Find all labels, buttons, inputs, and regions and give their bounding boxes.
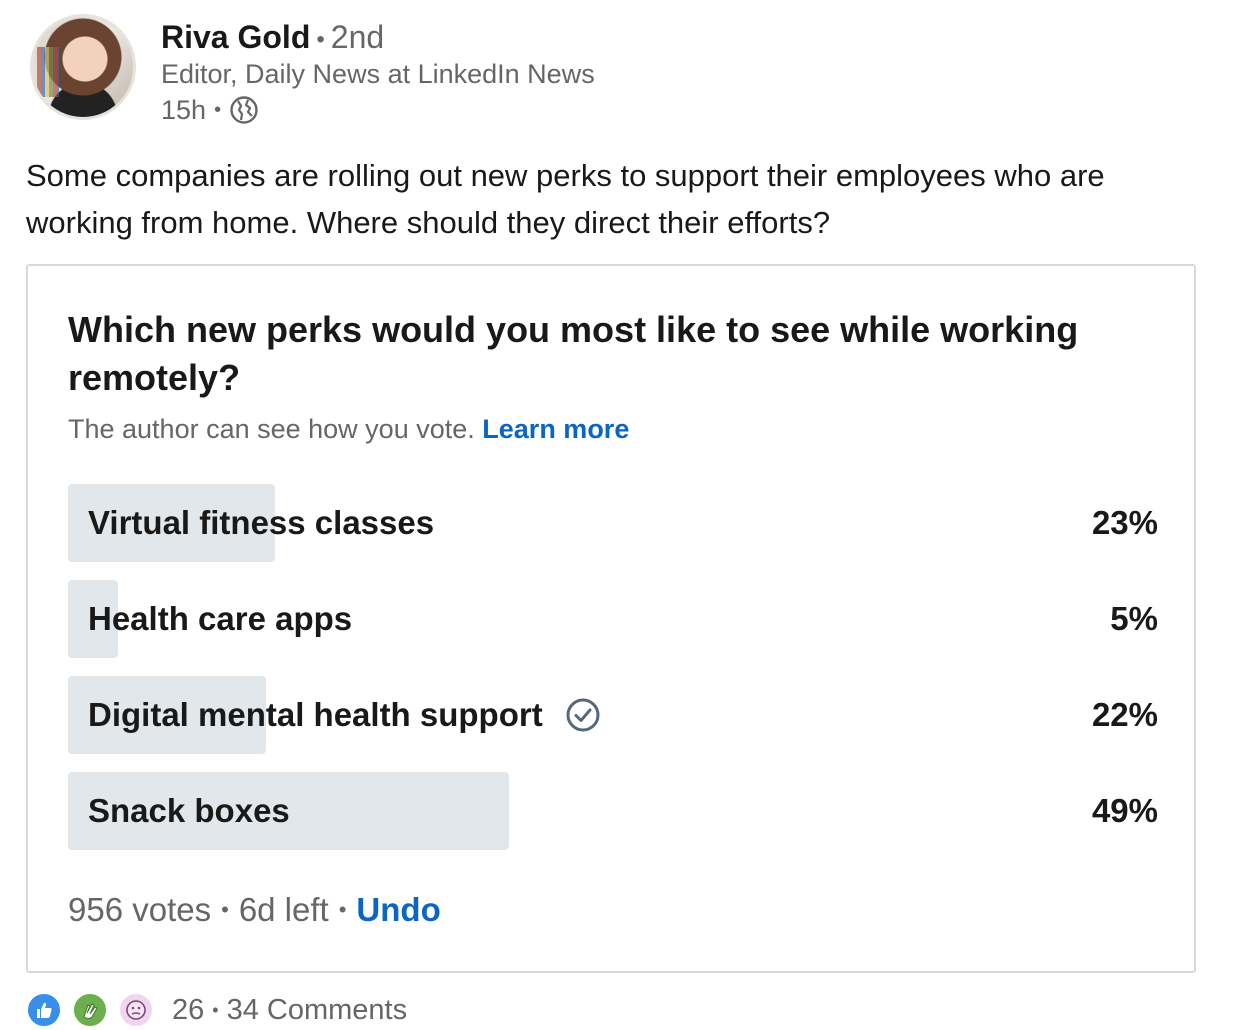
author-headline: Editor, Daily News at LinkedIn News bbox=[161, 59, 595, 89]
like-icon[interactable] bbox=[26, 992, 62, 1028]
author-name[interactable]: Riva Gold bbox=[161, 19, 311, 55]
poll-option-percent: 22% bbox=[1091, 696, 1158, 733]
celebrate-icon[interactable] bbox=[72, 992, 108, 1028]
post-time: 15h bbox=[161, 95, 207, 125]
learn-more-link[interactable]: Learn more bbox=[482, 414, 630, 444]
comments-link[interactable]: 34 Comments bbox=[226, 993, 408, 1026]
poll-option-label: Digital mental health support bbox=[88, 676, 601, 754]
poll-option[interactable]: Virtual fitness classes 23% bbox=[68, 484, 1158, 562]
post-header: Riva Gold • 2nd Editor, Daily News at Link… bbox=[30, 14, 1130, 126]
poll-option-percent: 23% bbox=[1091, 504, 1158, 541]
poll-option-bar bbox=[68, 484, 275, 562]
poll-footer: 956 votes • 6d left • Undo bbox=[68, 888, 441, 932]
thumbs-up-icon bbox=[37, 1002, 52, 1018]
social-counts: 26 • 34 Comments bbox=[26, 990, 407, 1030]
poll-option-bar bbox=[68, 676, 266, 754]
poll-option-label: Snack boxes bbox=[88, 772, 290, 850]
poll-option-percent: 5% bbox=[1110, 600, 1158, 637]
undo-button[interactable]: Undo bbox=[356, 891, 441, 928]
thinking-face-icon bbox=[126, 1000, 146, 1020]
globe-icon bbox=[230, 96, 258, 124]
poll-option-label: Health care apps bbox=[88, 580, 352, 658]
vote-count: 956 votes bbox=[68, 891, 212, 928]
option-label-text: Digital mental health support bbox=[88, 696, 543, 733]
check-circle-icon bbox=[566, 698, 600, 732]
option-label-text: Snack boxes bbox=[88, 792, 290, 829]
poll-note-text: The author can see how you vote. bbox=[68, 414, 475, 444]
post-text: Some companies are rolling out new perks… bbox=[26, 158, 1105, 240]
reaction-count[interactable]: 26 bbox=[172, 993, 205, 1026]
separator-dot: • bbox=[338, 897, 347, 922]
avatar[interactable] bbox=[30, 14, 136, 120]
curious-icon[interactable] bbox=[118, 992, 154, 1028]
reaction-summary: 26 • 34 Comments bbox=[172, 994, 407, 1027]
poll-option[interactable]: Snack boxes 49% bbox=[68, 772, 1158, 850]
poll-option-selected[interactable]: Digital mental health support 22% bbox=[68, 676, 1158, 754]
connection-degree: 2nd bbox=[330, 19, 385, 55]
separator-dot: • bbox=[212, 999, 219, 1020]
poll-option-percent: 49% bbox=[1091, 792, 1158, 829]
post-meta: 15h • bbox=[161, 94, 259, 126]
poll-option-bar bbox=[68, 772, 509, 850]
author-name-row: Riva Gold • 2nd bbox=[161, 18, 384, 59]
poll-note: The author can see how you vote. Learn m… bbox=[68, 412, 629, 446]
poll-options: Virtual fitness classes 23% Health care … bbox=[68, 484, 1158, 868]
poll-option[interactable]: Health care apps 5% bbox=[68, 580, 1158, 658]
option-label-text: Health care apps bbox=[88, 600, 353, 637]
poll-option-bar bbox=[68, 580, 118, 658]
time-left: 6d left bbox=[238, 891, 329, 928]
avatar-background bbox=[37, 47, 59, 97]
poll-question: Which new perks would you most like to s… bbox=[68, 309, 1079, 398]
poll-card: Which new perks would you most like to s… bbox=[26, 264, 1196, 973]
separator-dot: • bbox=[316, 25, 325, 53]
separator-dot: • bbox=[214, 99, 222, 121]
option-label-text: Virtual fitness classes bbox=[88, 504, 435, 541]
separator-dot: • bbox=[221, 897, 229, 922]
poll-option-label: Virtual fitness classes bbox=[88, 484, 434, 562]
clapping-hands-icon bbox=[83, 1003, 98, 1019]
